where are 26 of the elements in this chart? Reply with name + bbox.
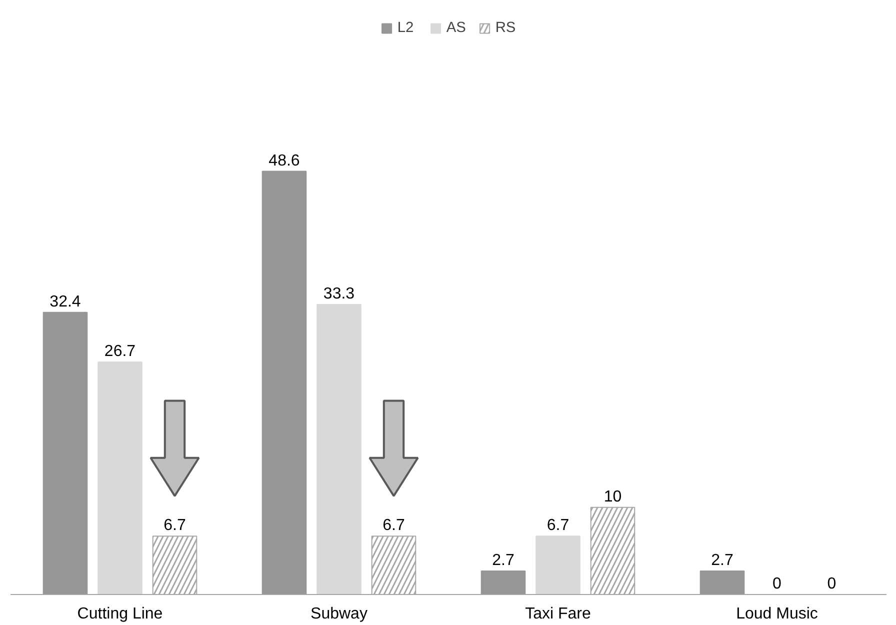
- bar: [480, 570, 526, 594]
- data-label: 0: [772, 576, 782, 592]
- data-label: 6.7: [546, 517, 570, 534]
- legend-label: L2: [397, 20, 415, 36]
- data-label: 6.7: [382, 517, 405, 534]
- bar: [700, 570, 745, 594]
- bar: [316, 304, 362, 594]
- x-tick-label: Loud Music: [736, 606, 818, 622]
- data-label: 10: [604, 488, 622, 506]
- bar: [42, 312, 88, 594]
- data-label: 0: [827, 576, 836, 592]
- data-label: 2.7: [492, 552, 514, 569]
- legend-label: AS: [446, 20, 466, 36]
- x-tick-label: Cutting Line: [77, 606, 163, 622]
- data-label: 6.7: [164, 517, 186, 534]
- bar: [262, 170, 307, 594]
- data-label: 32.4: [50, 293, 81, 310]
- data-label: 48.6: [268, 152, 300, 170]
- data-label: 26.7: [104, 343, 136, 360]
- x-tick-label: Taxi Fare: [525, 606, 591, 622]
- legend-label: RS: [495, 20, 516, 36]
- data-label: 33.3: [323, 286, 355, 303]
- data-label: 2.7: [711, 552, 734, 569]
- x-tick-label: Subway: [310, 606, 368, 622]
- bar: [536, 536, 580, 594]
- bar: [98, 362, 142, 594]
